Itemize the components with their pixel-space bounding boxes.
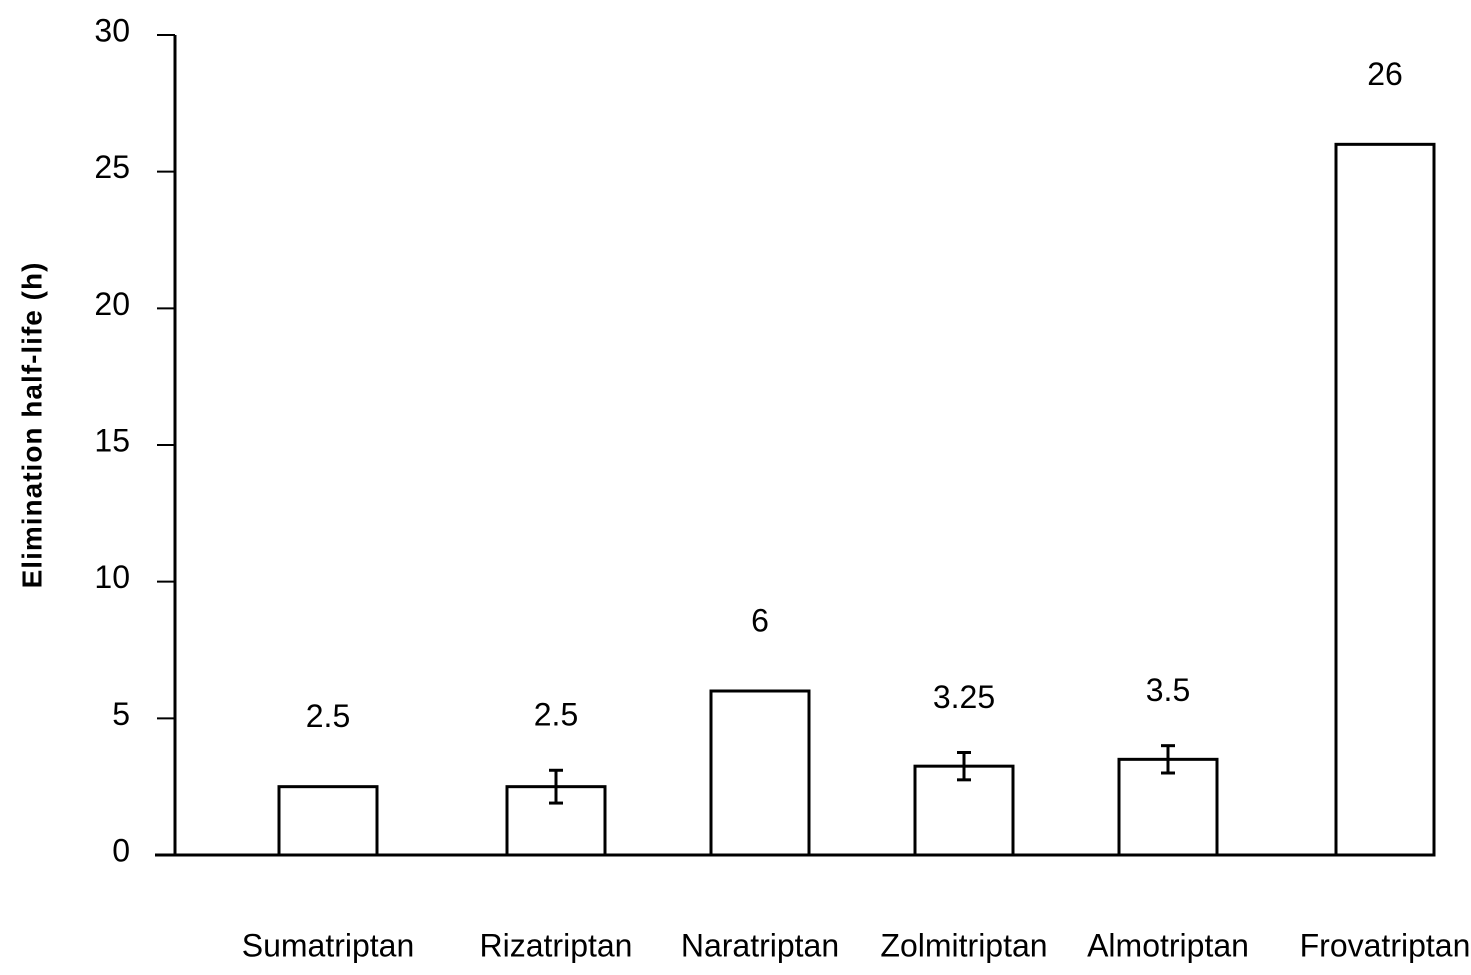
y-tick-label: 20: [94, 286, 130, 322]
bar: [1334, 142, 1436, 857]
error-bar: [957, 751, 971, 782]
error-bar: [549, 768, 563, 805]
y-tick-label: 10: [94, 559, 130, 595]
bar: [1117, 757, 1219, 857]
y-tick-label: 0: [112, 832, 130, 868]
x-tick-label: Naratriptan: [681, 927, 839, 963]
y-tick-label: 30: [94, 12, 130, 48]
bar: [709, 689, 811, 857]
x-tick-label: Zolmitriptan: [880, 927, 1047, 963]
value-label: 3.5: [1146, 672, 1190, 708]
x-tick-label: Almotriptan: [1087, 927, 1249, 963]
value-label: 6: [751, 602, 769, 638]
y-tick-label: 25: [94, 149, 130, 185]
value-label: 2.5: [534, 697, 578, 733]
bar: [277, 785, 379, 857]
x-tick-label: Frovatriptan: [1300, 927, 1471, 963]
y-axis-label: Elimination half-life (h): [16, 262, 47, 589]
x-tick-label: Rizatriptan: [480, 927, 633, 963]
value-label: 3.25: [933, 679, 995, 715]
y-tick-label: 15: [94, 422, 130, 458]
value-label: 2.5: [306, 698, 350, 734]
error-bar: [1161, 744, 1175, 775]
y-tick-label: 5: [112, 696, 130, 732]
x-tick-label: Sumatriptan: [242, 927, 415, 963]
value-label: 26: [1367, 56, 1403, 92]
